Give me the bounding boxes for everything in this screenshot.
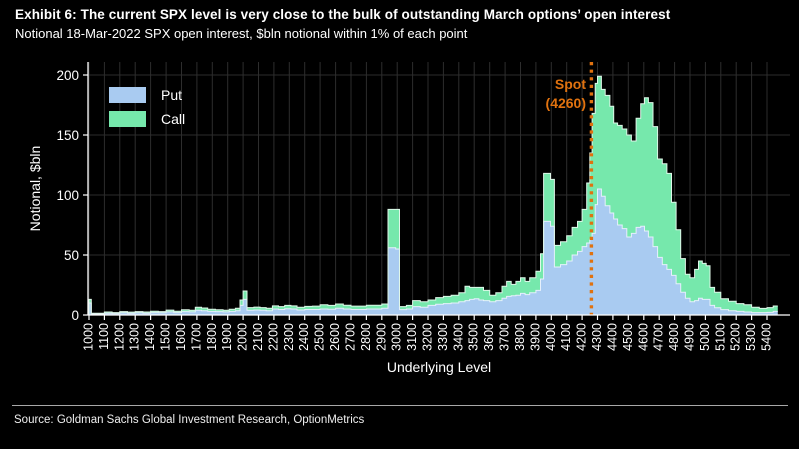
y-tick-label: 100: [56, 188, 79, 203]
spot-annotation-line2: (4260): [545, 95, 586, 111]
x-tick-label: 3600: [482, 323, 496, 351]
x-tick-label: 4000: [544, 323, 558, 351]
x-tick-label: 3900: [528, 323, 542, 351]
x-tick-label: 2600: [328, 323, 342, 351]
x-tick-label: 3300: [436, 323, 450, 351]
x-tick-label: 2300: [282, 323, 296, 351]
x-tick-label: 4600: [636, 323, 650, 351]
y-tick-label: 0: [71, 308, 79, 323]
y-tick-label: 200: [56, 68, 79, 83]
source-note: Source: Goldman Sachs Global Investment …: [14, 414, 365, 426]
call-edge: [88, 75, 778, 315]
x-tick-label: 3800: [513, 323, 527, 351]
x-tick-label: 5100: [713, 323, 727, 351]
spot-annotation: Spot (4260): [546, 75, 586, 113]
x-tick-label: 1700: [189, 323, 203, 351]
legend-item-call: Call: [109, 111, 185, 127]
legend: Put Call: [109, 87, 185, 135]
call-area: [88, 76, 778, 315]
x-tick-label: 4500: [621, 323, 635, 351]
x-tick-label: 3200: [421, 323, 435, 351]
y-tick-label: 150: [56, 128, 79, 143]
x-tick-label: 4800: [667, 323, 681, 351]
x-tick-label: 4400: [605, 323, 619, 351]
chart-header: Exhibit 6: The current SPX level is very…: [15, 7, 789, 41]
x-tick-label: 5400: [760, 323, 774, 351]
x-tick-label: 5200: [729, 323, 743, 351]
x-tick-label: 1600: [174, 323, 188, 351]
x-tick-label: 1300: [128, 323, 142, 351]
put-edge: [88, 188, 778, 315]
y-axis-title: Notional, $bln: [27, 146, 43, 232]
x-tick-label: 1800: [205, 323, 219, 351]
legend-label-call: Call: [161, 111, 186, 127]
x-tick-label: 4700: [652, 323, 666, 351]
legend-item-put: Put: [109, 87, 185, 103]
x-tick-label: 1500: [159, 323, 173, 351]
x-tick-label: 1100: [97, 323, 111, 350]
x-tick-label: 4300: [590, 323, 604, 351]
x-tick-label: 1200: [112, 323, 126, 351]
put-swatch: [109, 87, 146, 103]
x-tick-label: 4100: [559, 323, 573, 351]
x-axis-title: Underlying Level: [387, 359, 491, 375]
x-tick-label: 1000: [82, 323, 96, 351]
call-swatch: [109, 111, 146, 127]
x-tick-label: 3000: [390, 323, 404, 351]
x-tick-label: 1900: [220, 323, 234, 351]
x-tick-label: 3700: [498, 323, 512, 351]
legend-label-put: Put: [161, 87, 183, 103]
x-tick-label: 4200: [575, 323, 589, 351]
exhibit-title: Exhibit 6: The current SPX level is very…: [15, 7, 671, 22]
y-tick-label: 50: [64, 248, 79, 263]
put-area: [88, 189, 778, 315]
exhibit-subtitle: Notional 18-Mar-2022 SPX open interest, …: [15, 26, 468, 41]
x-tick-label: 1400: [143, 323, 157, 351]
x-tick-label: 2700: [344, 323, 358, 351]
x-tick-label: 2800: [359, 323, 373, 351]
x-tick-label: 2500: [313, 323, 327, 351]
x-tick-label: 2000: [236, 323, 250, 351]
stacked-area-plot: 1000 1100 1200 1300 1400 1500 1600 1700 1800 1900…: [27, 62, 790, 375]
source-divider: [12, 405, 788, 406]
x-tick-label: 2400: [297, 323, 311, 351]
x-tick-label: 5300: [744, 323, 758, 351]
chart-area: 1000 1100 1200 1300 1400 1500 1600 1700 1800 1900…: [0, 58, 799, 410]
x-tick-label: 4900: [683, 323, 697, 351]
x-tick-label: 3400: [451, 323, 465, 351]
x-tick-label: 3500: [467, 323, 481, 351]
x-tick-label: 2900: [374, 323, 388, 351]
x-tick-label: 5000: [698, 323, 712, 351]
axes: 1000 1100 1200 1300 1400 1500 1600 1700 1800 1900…: [27, 62, 790, 375]
spot-annotation-line1: Spot: [554, 76, 586, 92]
x-tick-label: 2200: [266, 323, 280, 351]
x-tick-label: 2100: [251, 323, 265, 351]
x-tick-label: 3100: [405, 323, 419, 351]
